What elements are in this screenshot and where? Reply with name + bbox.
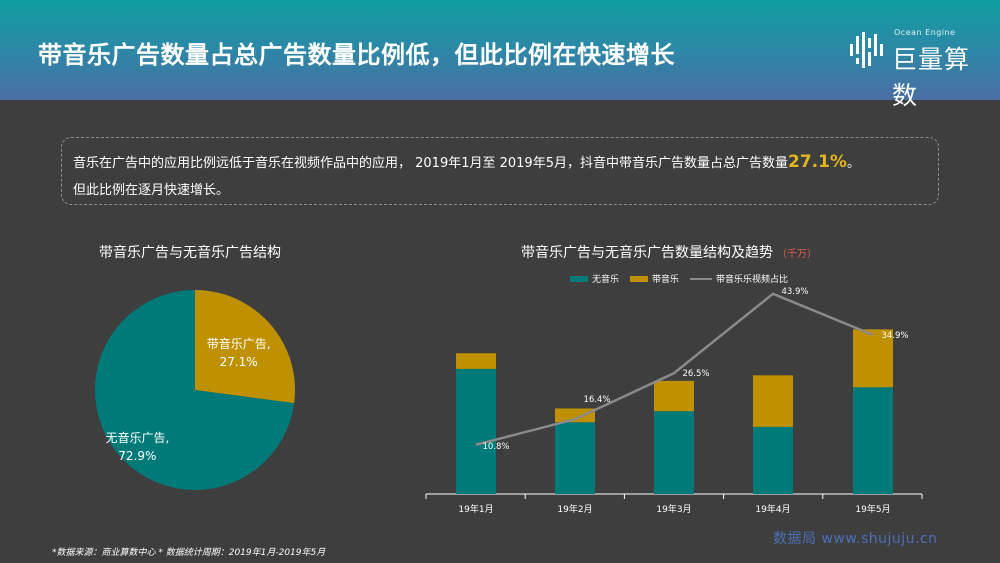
ratio-line [475, 292, 874, 446]
brand-subtext: Ocean Engine [894, 28, 956, 37]
x-tick-label: 19年3月 [656, 503, 691, 515]
bar-no-music-3 [654, 411, 694, 494]
pie-slice-no-music [95, 290, 295, 490]
x-tick-label: 19年4月 [755, 503, 790, 515]
bar-with-music-2 [555, 408, 595, 423]
pie-slice-with-music [195, 290, 295, 404]
ratio-data-label: 26.5% [682, 369, 709, 379]
ratio-data-label: 16.4% [583, 395, 610, 405]
header-banner: 带音乐广告数量占总广告数量比例低，但此比例在快速增长 Ocean Engine … [0, 0, 1000, 110]
intro-line-2: 但此比例在逐月快速增长。 [73, 183, 230, 198]
bar-chart-unit: （千万） [777, 249, 817, 260]
intro-line-1: 音乐在广告中的应用比例远低于音乐在视频作品中的应用， 2019年1月至 2019… [73, 152, 860, 172]
bar-chart-title: 带音乐广告与无音乐广告数量结构及趋势 （千万） [521, 242, 817, 262]
legend-swatch-no-music [570, 275, 588, 282]
bar-no-music-2 [555, 422, 595, 494]
brand-name: 巨量算数 [892, 45, 971, 110]
intro-text-end: 。 [846, 156, 860, 171]
pie-chart: 带音乐广告, 27.1% 无音乐广告, 72.9% [95, 290, 295, 490]
legend-swatch-ratio-line [690, 277, 712, 280]
bar-no-music-1 [456, 368, 496, 494]
legend-label-ratio-line: 带音乐乐视频占比 [716, 275, 789, 285]
watermark: 数据局 www.shujuju.cn [773, 531, 938, 547]
pie-label-value-with-music: 27.1% [220, 355, 258, 369]
ratio-data-label: 10.8% [482, 442, 509, 452]
legend-item-ratio-line: 带音乐乐视频占比 [690, 272, 788, 285]
x-tick-label: 19年5月 [855, 503, 890, 515]
footnote: *数据来源：商业算数中心 * 数据统计周期：2019年1月-2019年5月 [52, 548, 326, 558]
ratio-data-label: 34.9% [881, 331, 908, 341]
intro-highlight-value: 27.1% [787, 152, 847, 172]
brand-icon [850, 32, 883, 68]
bar-no-music-4 [753, 426, 793, 494]
legend-label-with-music: 带音乐 [652, 275, 680, 285]
intro-text: 音乐在广告中的应用比例远低于音乐在视频作品中的应用， 2019年1月至 2019… [73, 156, 788, 171]
bar-with-music-3 [654, 380, 694, 412]
brand-logo: Ocean Engine 巨量算数 [848, 28, 988, 110]
legend-swatch-with-music [630, 275, 648, 282]
x-tick-label: 19年2月 [557, 503, 592, 515]
pie-label-value-no-music: 72.9% [118, 449, 156, 463]
pie-label-name-no-music: 无音乐广告, [105, 430, 169, 445]
ratio-data-label: 43.9% [781, 287, 808, 297]
legend-label-no-music: 无音乐 [592, 275, 620, 285]
bar-with-music-5 [853, 329, 893, 388]
legend-item-with-music: 带音乐 [630, 272, 679, 285]
legend-item-no-music: 无音乐 [570, 272, 619, 285]
x-tick-label: 19年1月 [458, 503, 493, 515]
page-title: 带音乐广告数量占总广告数量比例低，但此比例在快速增长 [38, 41, 675, 69]
bar-no-music-5 [853, 387, 893, 494]
bar-chart-title-text: 带音乐广告与无音乐广告数量结构及趋势 [521, 245, 773, 261]
pie-chart-title: 带音乐广告与无音乐广告结构 [99, 245, 281, 261]
pie-label-name-with-music: 带音乐广告, [207, 336, 271, 351]
bar-with-music-4 [753, 375, 793, 427]
intro-box: 音乐在广告中的应用比例远低于音乐在视频作品中的应用， 2019年1月至 2019… [61, 137, 939, 205]
bar-with-music-1 [456, 353, 496, 369]
